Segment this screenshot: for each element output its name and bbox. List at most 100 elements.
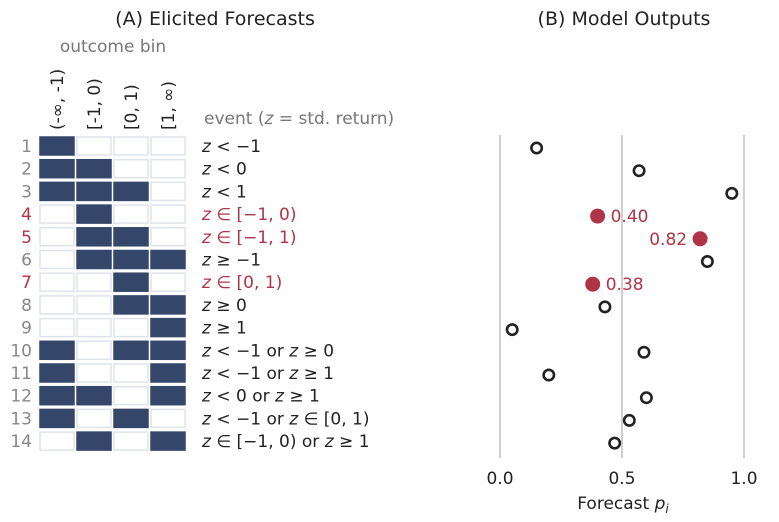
grid-cell-filled bbox=[150, 431, 186, 451]
x-axis-label: Forecast pi bbox=[577, 494, 669, 516]
grid-cell-filled bbox=[113, 249, 149, 270]
bin-label: [-1, 0) bbox=[85, 78, 105, 130]
grid-cell-empty bbox=[39, 431, 75, 451]
bin-label: [0, 1) bbox=[122, 84, 142, 130]
data-label: 0.40 bbox=[611, 207, 649, 227]
event-label: z < −1 or z ≥ 1 bbox=[201, 364, 334, 384]
grid-cell-filled bbox=[76, 385, 112, 406]
grid-cell-filled bbox=[76, 204, 112, 224]
event-label: z < 0 or z ≥ 1 bbox=[201, 387, 320, 407]
bin-labels: (-∞, -1) [-1, 0) [0, 1) [1, ∞) bbox=[48, 69, 179, 130]
grid-cell-empty bbox=[76, 136, 112, 156]
grid-cell-filled bbox=[113, 181, 149, 202]
event-label: z ≥ −1 bbox=[201, 251, 261, 271]
row-number: 12 bbox=[10, 387, 32, 407]
event-label: z ∈ [−1, 1) bbox=[201, 228, 297, 248]
grid-cell-empty bbox=[150, 408, 186, 429]
data-point bbox=[542, 368, 556, 382]
grid-cell-empty bbox=[150, 204, 186, 224]
grid-cell-filled bbox=[76, 227, 112, 247]
grid-cell-empty bbox=[76, 295, 112, 315]
grid-cell-filled bbox=[76, 431, 112, 451]
event-label: z < −1 or z ≥ 0 bbox=[201, 341, 334, 361]
grid-cell-filled bbox=[39, 385, 75, 406]
grid-cell-filled bbox=[39, 408, 75, 429]
bin-label: (-∞, -1) bbox=[48, 69, 68, 130]
event-label: z < −1 bbox=[201, 137, 261, 157]
row-number: 2 bbox=[21, 160, 32, 180]
grid-cell-filled bbox=[113, 272, 149, 292]
row-number: 8 bbox=[21, 296, 32, 316]
grid-cell-empty bbox=[150, 136, 186, 156]
event-labels: z < −1 z < 0z < 1 z ∈ [−1, 0) z ∈ [−1, 1) z … bbox=[201, 137, 370, 452]
grid-cell-filled bbox=[39, 158, 75, 179]
grid-cell-empty bbox=[76, 340, 112, 361]
grid-cell-filled bbox=[76, 158, 112, 179]
row-number: 3 bbox=[21, 182, 32, 202]
data-point bbox=[622, 413, 636, 427]
panel-b-title: (B) Model Outputs bbox=[538, 8, 711, 30]
row-number: 5 bbox=[21, 228, 32, 248]
data-point-highlighted bbox=[692, 231, 708, 247]
outcome-grid bbox=[39, 136, 186, 451]
grid-cell-empty bbox=[113, 136, 149, 156]
grid-cell-empty bbox=[113, 204, 149, 224]
grid-cell-empty bbox=[39, 249, 75, 270]
grid-cell-filled bbox=[113, 295, 149, 315]
row-number: 11 bbox=[10, 364, 32, 384]
grid-cell-filled bbox=[150, 249, 186, 270]
grid-cell-filled bbox=[76, 249, 112, 270]
row-number: 1 bbox=[21, 137, 32, 157]
event-label: z ≥ 1 bbox=[201, 319, 247, 339]
grid-cell-filled bbox=[150, 385, 186, 406]
grid-cell-empty bbox=[150, 158, 186, 179]
grid-cell-empty bbox=[113, 317, 149, 338]
panel-a-title: (A) Elicited Forecasts bbox=[115, 8, 315, 30]
grid-cell-empty bbox=[113, 158, 149, 179]
grid-cell-filled bbox=[113, 408, 149, 429]
event-label: z ∈ [0, 1) bbox=[201, 273, 282, 293]
data-point bbox=[505, 323, 519, 337]
x-tick-label: 0.0 bbox=[486, 469, 513, 489]
event-label: z < 1 bbox=[201, 182, 247, 202]
grid-cell-empty bbox=[76, 317, 112, 338]
grid-cell-empty bbox=[113, 385, 149, 406]
grid-cell-filled bbox=[150, 295, 186, 315]
grid-cell-empty bbox=[150, 181, 186, 202]
data-point bbox=[598, 300, 612, 314]
event-label: z ≥ 0 bbox=[201, 296, 247, 316]
grid-cell-empty bbox=[39, 204, 75, 224]
data-point bbox=[700, 254, 714, 268]
row-number: 14 bbox=[10, 432, 32, 452]
grid-cell-empty bbox=[39, 317, 75, 338]
event-header: event (z = std. return) bbox=[204, 109, 394, 129]
grid-cell-empty bbox=[113, 431, 149, 451]
row-number: 10 bbox=[10, 341, 32, 361]
row-number: 4 bbox=[21, 205, 32, 225]
row-number: 7 bbox=[21, 273, 32, 293]
data-point bbox=[530, 141, 544, 155]
grid-cell-empty bbox=[150, 227, 186, 247]
grid-cell-filled bbox=[39, 363, 75, 383]
grid-cell-filled bbox=[113, 340, 149, 361]
grid-cell-empty bbox=[76, 272, 112, 292]
bin-header: outcome bin bbox=[60, 37, 166, 57]
event-label: z < 0 bbox=[201, 160, 247, 180]
grid-cell-empty bbox=[76, 408, 112, 429]
plot-area: 0.0 0.5 1.0 0.400.82 0.38 bbox=[486, 135, 758, 489]
event-label: z < −1 or z ∈ [0, 1) bbox=[201, 409, 370, 429]
row-number: 6 bbox=[21, 251, 32, 271]
grid-cell-empty bbox=[113, 363, 149, 383]
data-point bbox=[639, 391, 653, 405]
data-point-highlighted bbox=[590, 208, 606, 224]
grid-cell-filled bbox=[39, 340, 75, 361]
data-label: 0.82 bbox=[649, 230, 687, 250]
data-point bbox=[725, 186, 739, 200]
grid-cell-filled bbox=[150, 340, 186, 361]
row-number: 13 bbox=[10, 409, 32, 429]
grid-cell-empty bbox=[39, 272, 75, 292]
row-number: 9 bbox=[21, 319, 32, 339]
grid-cell-empty bbox=[150, 272, 186, 292]
